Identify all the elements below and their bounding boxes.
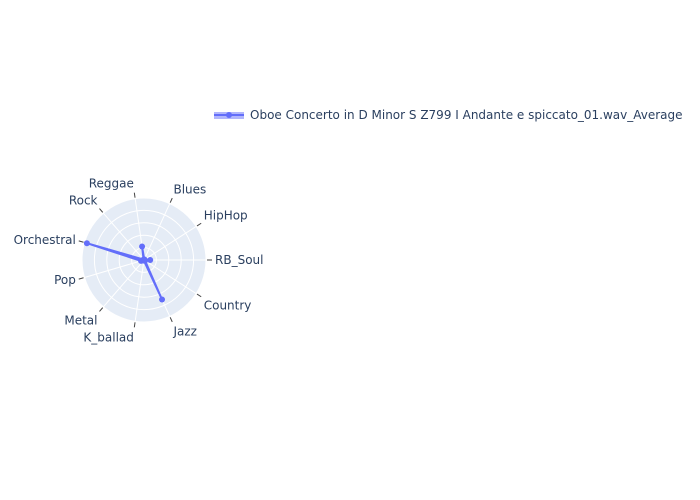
angular-tick bbox=[169, 317, 173, 323]
angular-axis-label: HipHop bbox=[204, 209, 248, 223]
data-point[interactable] bbox=[83, 240, 90, 247]
data-point[interactable] bbox=[159, 296, 166, 303]
angular-axis-label: Jazz bbox=[172, 325, 197, 339]
series-layer bbox=[83, 240, 166, 303]
axis-ticks bbox=[78, 192, 212, 328]
angular-axis-label: Metal bbox=[64, 314, 97, 328]
angular-axis-label: Reggae bbox=[89, 177, 134, 191]
angular-tick bbox=[99, 208, 104, 213]
grid-spoke bbox=[103, 212, 145, 261]
angular-tick bbox=[133, 322, 136, 328]
grid-spoke bbox=[143, 226, 197, 261]
grid-spoke bbox=[84, 259, 145, 278]
angular-axis-label: Rock bbox=[69, 193, 98, 207]
grid-spoke bbox=[143, 259, 197, 294]
polar-grid bbox=[81, 197, 207, 323]
grid-spoke bbox=[103, 259, 145, 308]
angular-tick bbox=[78, 277, 84, 280]
angular-axis-label: Orchestral bbox=[14, 233, 76, 247]
angular-axis-label: Pop bbox=[54, 273, 76, 287]
angular-tick bbox=[99, 307, 104, 312]
angular-tick bbox=[133, 192, 136, 198]
angular-axis-label: K_ballad bbox=[83, 330, 133, 344]
angular-tick bbox=[78, 240, 84, 243]
angular-tick bbox=[196, 222, 202, 227]
angular-axis-label: Blues bbox=[173, 182, 206, 196]
legend-series-label: Oboe Concerto in D Minor S Z799 I Andant… bbox=[250, 108, 683, 122]
data-point[interactable] bbox=[141, 256, 148, 263]
angular-axis-label: Country bbox=[204, 298, 252, 312]
grid-spoke bbox=[143, 203, 171, 261]
angular-axis-label: RB_Soul bbox=[215, 253, 263, 267]
grid-spoke bbox=[134, 259, 145, 322]
angular-tick bbox=[196, 293, 202, 298]
legend[interactable]: Oboe Concerto in D Minor S Z799 I Andant… bbox=[214, 108, 683, 122]
angular-tick bbox=[169, 197, 173, 203]
legend-swatch-marker bbox=[226, 112, 232, 118]
data-point[interactable] bbox=[147, 257, 154, 263]
data-point[interactable] bbox=[139, 243, 146, 250]
axis-labels: RB_Soul Country Jazz K_ballad Metal Pop Orches… bbox=[14, 177, 264, 345]
